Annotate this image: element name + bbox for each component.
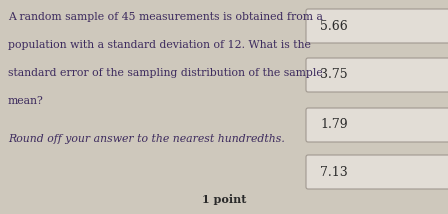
- Text: mean?: mean?: [8, 96, 44, 106]
- FancyBboxPatch shape: [306, 58, 448, 92]
- FancyBboxPatch shape: [306, 155, 448, 189]
- Text: Round off your answer to the nearest hundredths.: Round off your answer to the nearest hun…: [8, 134, 285, 144]
- Text: 5.66: 5.66: [320, 19, 348, 33]
- FancyBboxPatch shape: [306, 9, 448, 43]
- Text: A random sample of 45 measurements is obtained from a: A random sample of 45 measurements is ob…: [8, 12, 323, 22]
- Text: 1.79: 1.79: [320, 119, 348, 131]
- Text: 1 point: 1 point: [202, 194, 246, 205]
- Text: standard error of the sampling distribution of the sample: standard error of the sampling distribut…: [8, 68, 323, 78]
- Text: 7.13: 7.13: [320, 165, 348, 178]
- Text: 3.75: 3.75: [320, 68, 348, 82]
- FancyBboxPatch shape: [306, 108, 448, 142]
- Text: population with a standard deviation of 12. What is the: population with a standard deviation of …: [8, 40, 311, 50]
